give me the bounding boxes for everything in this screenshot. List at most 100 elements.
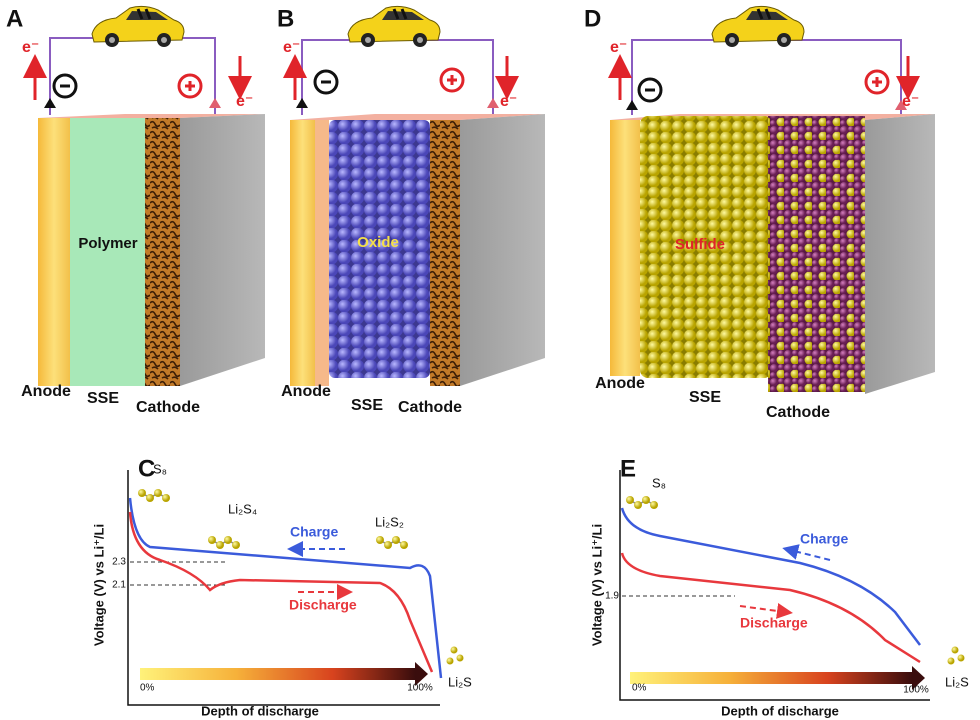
label: D xyxy=(584,5,601,32)
shape xyxy=(209,98,221,108)
shape xyxy=(296,98,308,108)
shape xyxy=(128,497,443,679)
shape xyxy=(912,666,925,690)
label: E xyxy=(620,455,636,482)
shape xyxy=(329,120,430,378)
label: Discharge xyxy=(740,615,808,631)
shape xyxy=(128,511,434,673)
label: Cathode xyxy=(398,399,462,416)
icon xyxy=(90,4,186,49)
label: 2.3 xyxy=(112,557,126,568)
label: Polymer xyxy=(78,235,137,252)
label: SSE xyxy=(351,397,383,414)
label: Li₂S xyxy=(945,674,969,689)
label: 0% xyxy=(140,683,155,694)
shape xyxy=(895,100,907,110)
panel-c: C Voltage (V) vs Li⁺/Li 2.3 2.1 0% 100% … xyxy=(91,455,472,718)
shape xyxy=(640,116,772,378)
shape xyxy=(315,120,329,386)
label: Anode xyxy=(21,383,71,400)
icon xyxy=(439,67,465,93)
shape xyxy=(947,657,955,665)
label: e⁻ xyxy=(283,39,300,56)
shape xyxy=(456,654,464,662)
label: e⁻ xyxy=(22,39,39,56)
shape xyxy=(610,120,640,376)
panel-a: A e⁻ e⁻ Polymer Anode SSE Cathode xyxy=(6,4,265,416)
icon xyxy=(313,69,339,95)
shape xyxy=(947,646,965,665)
shape xyxy=(446,646,464,665)
icon xyxy=(346,4,442,49)
label: B xyxy=(277,5,294,32)
label: e⁻ xyxy=(610,39,627,56)
label: SSE xyxy=(87,390,119,407)
label: Charge xyxy=(800,531,848,547)
shape xyxy=(145,118,180,386)
shape xyxy=(619,470,930,701)
label: Li₂S xyxy=(448,674,472,689)
shape xyxy=(630,672,912,684)
label: 100% xyxy=(903,685,929,696)
shape xyxy=(446,657,454,665)
label: 100% xyxy=(407,683,433,694)
shape xyxy=(620,552,921,664)
shape xyxy=(460,114,545,386)
label: 2.1 xyxy=(112,580,126,591)
icon xyxy=(207,535,241,550)
icon xyxy=(625,495,659,510)
icon xyxy=(864,69,890,95)
label: Discharge xyxy=(289,597,357,613)
label: S₈ xyxy=(652,475,666,490)
shape xyxy=(44,98,56,108)
label: e⁻ xyxy=(236,93,253,110)
label: Cathode xyxy=(136,399,200,416)
shape xyxy=(180,114,265,386)
icon xyxy=(637,77,663,103)
label: 0% xyxy=(632,683,647,694)
icon xyxy=(710,4,806,49)
label: Voltage (V) vs Li⁺/Li xyxy=(91,524,106,646)
shape xyxy=(626,100,638,110)
label: Oxide xyxy=(357,234,399,251)
label: Charge xyxy=(290,524,338,540)
label: Anode xyxy=(281,383,331,400)
shape xyxy=(865,114,935,394)
shape xyxy=(38,118,70,386)
shape xyxy=(768,116,865,392)
label: Depth of discharge xyxy=(721,703,839,718)
icon xyxy=(137,488,171,503)
shape xyxy=(290,120,315,386)
shape xyxy=(127,470,440,706)
label: Voltage (V) vs Li⁺/Li xyxy=(589,524,604,646)
label: Sulfide xyxy=(675,236,725,253)
shape xyxy=(430,120,460,386)
label: Li₂S₂ xyxy=(375,514,404,529)
shape xyxy=(957,654,965,662)
icon xyxy=(177,73,203,99)
label: e⁻ xyxy=(902,93,919,110)
shape xyxy=(487,98,499,108)
shape xyxy=(415,662,428,686)
icon xyxy=(52,73,78,99)
shape xyxy=(620,507,921,646)
shape xyxy=(70,118,145,386)
label: A xyxy=(6,5,23,32)
shape xyxy=(782,544,831,561)
shape xyxy=(450,646,458,654)
shape xyxy=(38,114,265,118)
label: C xyxy=(138,455,155,482)
panel-d: D e⁻ e⁻ Sulfide Anode SSE Cathode xyxy=(584,4,935,421)
label: SSE xyxy=(689,389,721,406)
shape xyxy=(631,39,902,115)
shape xyxy=(140,668,415,680)
label: Li₂S₄ xyxy=(228,501,257,516)
label: Depth of discharge xyxy=(201,703,319,718)
shape xyxy=(739,603,793,619)
icon xyxy=(375,535,409,550)
label: Cathode xyxy=(766,404,830,421)
shape xyxy=(951,646,959,654)
label: e⁻ xyxy=(500,93,517,110)
label: Anode xyxy=(595,375,645,392)
